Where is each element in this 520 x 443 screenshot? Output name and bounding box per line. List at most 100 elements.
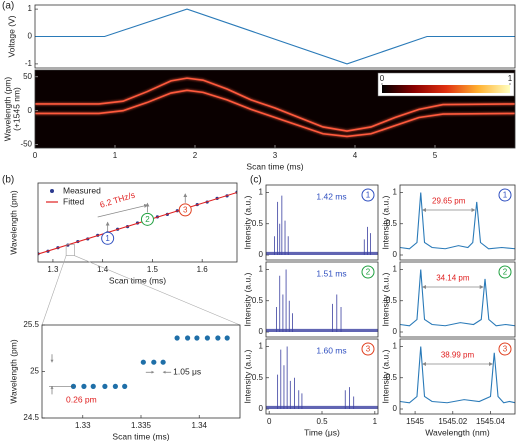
x-axis-label: Scan time (ms): [246, 161, 303, 171]
time-label: 1.51 ms: [316, 268, 346, 278]
y-tick-label: 1: [393, 265, 398, 274]
noise-floor: [266, 328, 378, 332]
legend-label: Measured: [63, 185, 101, 195]
legend-marker: [50, 189, 54, 193]
step-marker: [361, 265, 375, 279]
plot-area: [266, 195, 378, 255]
data-point: [215, 335, 221, 341]
y-tick-label: 0: [259, 250, 264, 259]
y-axis-label: Intensity (a.u.): [380, 195, 390, 249]
x-axis-label: Scan time (ms): [109, 275, 166, 285]
y-tick-label: 0: [259, 404, 264, 413]
noise-floor: [266, 251, 378, 255]
data-point: [102, 383, 108, 389]
noise-floor: [266, 405, 378, 409]
x-tick-label: 0: [267, 417, 272, 426]
step-marker-label: 2: [503, 268, 508, 277]
data-line: [38, 191, 237, 255]
x-tick-label: 1.34: [191, 421, 207, 430]
data-point: [112, 383, 118, 389]
x-tick-label: 1.4: [97, 265, 109, 274]
step-marker: [178, 203, 192, 217]
y-tick-label: 24.5: [23, 413, 39, 422]
y-tick-label: 50: [23, 72, 32, 81]
step-marker: [140, 212, 154, 226]
y-tick-label: 0: [259, 327, 264, 336]
x-axis-label: Time (μs): [304, 427, 340, 437]
y-tick-label: -50: [20, 140, 32, 149]
colorbar: [382, 85, 510, 93]
y-axis-label: Intensity (a.u.): [380, 349, 390, 403]
y-tick-label: 0.5: [386, 219, 398, 228]
y-tick-label: 0: [393, 250, 398, 259]
plot-area: [400, 192, 515, 250]
x-tick-label: 4: [353, 151, 358, 160]
data-line: [400, 346, 515, 404]
plot-frame: [34, 69, 516, 149]
data-point: [140, 359, 146, 365]
y-tick-label: -1: [25, 59, 33, 68]
step-annotation: 0.26 pm: [66, 395, 97, 405]
plot-frame: [265, 184, 379, 261]
y-tick-label: 1: [259, 342, 264, 351]
plot-frame: [399, 338, 516, 415]
x-tick-label: 0.5: [316, 417, 328, 426]
y-tick-label: 1: [259, 188, 264, 197]
step-marker-label: 1: [366, 191, 371, 200]
step-marker: [361, 342, 375, 356]
step-marker-label: 2: [145, 215, 150, 224]
plot-frame: [399, 261, 516, 338]
x-tick-label: 1.3: [47, 265, 59, 274]
y-axis-label: Voltage (V): [6, 15, 16, 57]
step-marker: [498, 265, 512, 279]
y-tick-label: 25: [30, 367, 39, 376]
plot-area: [266, 346, 378, 409]
step-marker-label: 2: [366, 268, 371, 277]
plot-frame: [399, 184, 516, 261]
panel-label: (b): [2, 175, 14, 186]
step-marker: [498, 188, 512, 202]
plot-frame: [265, 338, 379, 415]
plot-area: [400, 269, 515, 327]
time-label: 1.42 ms: [316, 191, 346, 201]
legend-label: Fitted: [63, 196, 85, 206]
x-tick-label: 3: [273, 151, 278, 160]
x-tick-label: 1.5: [147, 265, 159, 274]
data-point: [224, 335, 230, 341]
zoom-line: [41, 255, 67, 326]
plot-area: [400, 346, 515, 404]
data-point: [81, 383, 87, 389]
plot-frame: [265, 261, 379, 338]
y-axis-label: Intensity (a.u.): [242, 195, 252, 249]
plot-area: [70, 335, 230, 389]
data-point: [184, 335, 191, 341]
colorbar-tick-label: 1: [508, 74, 513, 83]
x-tick-label: 1545: [406, 417, 424, 426]
rate-annotation: 6.2 THz/s: [99, 190, 137, 210]
y-axis-label: Intensity (a.u.): [380, 272, 390, 326]
y-axis-label: Wavelength (pm): [8, 190, 18, 255]
plot-frame: [41, 324, 241, 419]
x-tick-label: 1.335: [131, 421, 152, 430]
plot-frame: [34, 4, 516, 69]
data-line: [35, 77, 515, 132]
step-marker: [361, 188, 375, 202]
step-marker-label: 3: [503, 345, 508, 354]
y-tick-label: 1: [393, 188, 398, 197]
rate-arrow: [97, 203, 149, 218]
step-marker-label: 3: [366, 345, 371, 354]
x-tick-label: 1545.04: [476, 417, 505, 426]
y-tick-label: 1: [28, 4, 33, 13]
x-tick-label: 5: [433, 151, 438, 160]
data-point: [204, 335, 210, 341]
y-tick-label: 1: [259, 265, 264, 274]
data-line: [400, 269, 515, 327]
step-marker: [498, 342, 512, 356]
y-tick-label: 0.5: [386, 296, 398, 305]
data-line: [35, 8, 515, 65]
step-marker-label: 1: [105, 234, 110, 243]
y-axis-label: (+1545 nm): [11, 87, 21, 131]
time-label: 1.60 ms: [316, 345, 346, 355]
y-tick-label: 0.5: [252, 373, 264, 382]
